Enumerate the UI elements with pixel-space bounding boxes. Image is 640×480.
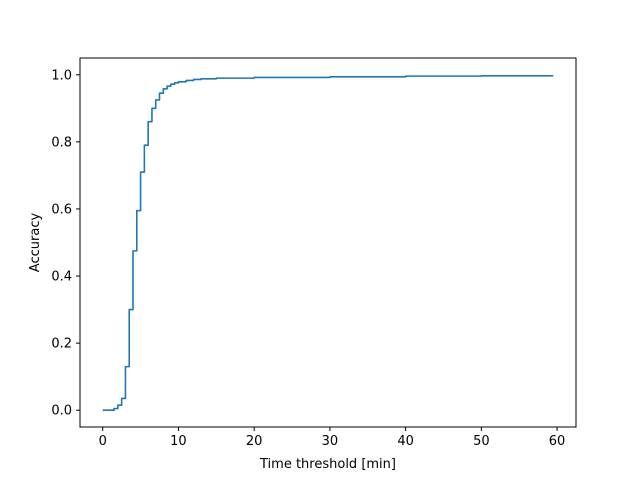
y-tick-label: 0.4 xyxy=(51,270,72,285)
x-tick-label: 40 xyxy=(397,434,414,449)
x-tick-label: 30 xyxy=(322,434,339,449)
x-tick-label: 60 xyxy=(549,434,566,449)
y-tick-label: 0.0 xyxy=(51,404,72,419)
ticks: 0 10 20 30 40 50 60 0.0 0.2 0.4 0.6 0.8 1.0 xyxy=(51,68,565,449)
y-tick-label: 0.2 xyxy=(51,337,72,352)
x-tick-label: 0 xyxy=(99,434,107,449)
y-tick-label: 1.0 xyxy=(51,68,72,83)
y-tick-label: 0.8 xyxy=(51,135,72,150)
axes-frame xyxy=(79,57,577,428)
plot-area xyxy=(102,74,554,412)
y-tick-label: 0.6 xyxy=(51,202,72,217)
x-axis-label: Time threshold [min] xyxy=(259,457,396,472)
x-tick-label: 50 xyxy=(473,434,490,449)
x-tick-label: 20 xyxy=(246,434,263,449)
y-axis-label: Accuracy xyxy=(28,213,43,273)
series-line xyxy=(102,74,554,412)
x-tick-label: 10 xyxy=(170,434,187,449)
